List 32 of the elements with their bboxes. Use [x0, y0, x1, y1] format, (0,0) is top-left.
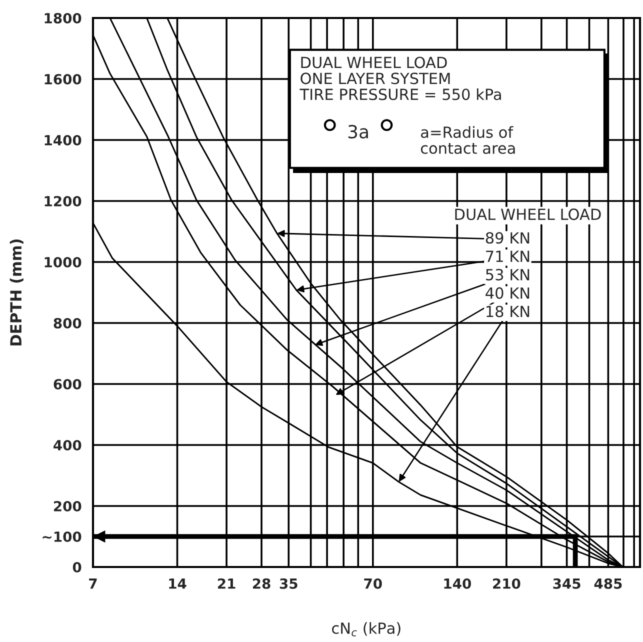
- y-tick-label: ~100: [42, 531, 82, 542]
- annotation: a=Radius of contact area: [420, 126, 515, 154]
- annotation: 40 KN: [486, 287, 530, 299]
- y-tick-label: 1200: [44, 196, 82, 206]
- x-tick-label: 14: [169, 578, 186, 589]
- annotation: 71 KN: [486, 250, 530, 262]
- legend-title: DUAL WHEEL LOAD: [455, 208, 601, 220]
- y-tick-label: 600: [54, 378, 82, 390]
- annotation: 89 KN: [486, 232, 530, 244]
- x-tick-label: 21: [218, 578, 236, 589]
- x-tick-label: 35: [280, 578, 298, 589]
- y-tick-label: 1400: [44, 134, 82, 146]
- x-tick-label: 28: [252, 578, 270, 589]
- annotation: 18 KN: [486, 306, 530, 318]
- x-tick-label: 210: [493, 578, 520, 589]
- annotation: DUAL WHEEL LOAD ONE LAYER SYSTEM TIRE PRESSURE = 550 kPa: [300, 56, 501, 100]
- y-tick-label: 1800: [44, 12, 82, 24]
- y-tick-label: 200: [54, 500, 82, 512]
- x-tick-label: 345: [553, 578, 580, 589]
- x-axis-title: cN$_{c}$ (kPa): [332, 622, 400, 636]
- annotation: 53 KN: [486, 268, 530, 280]
- x-tick-label: 7: [89, 578, 97, 589]
- y-tick-label: 1600: [44, 74, 82, 84]
- y-tick-label: 400: [54, 440, 82, 450]
- y-tick-label: 800: [54, 318, 82, 328]
- annotation: 3a: [348, 124, 368, 139]
- y-axis-title: DEPTH (mm): [10, 239, 24, 346]
- x-tick-label: 70: [364, 578, 382, 589]
- y-tick-label: 1000: [44, 256, 82, 268]
- y-tick-label: 0: [72, 562, 82, 572]
- x-tick-label: 140: [444, 578, 471, 589]
- x-tick-label: 485: [594, 578, 622, 589]
